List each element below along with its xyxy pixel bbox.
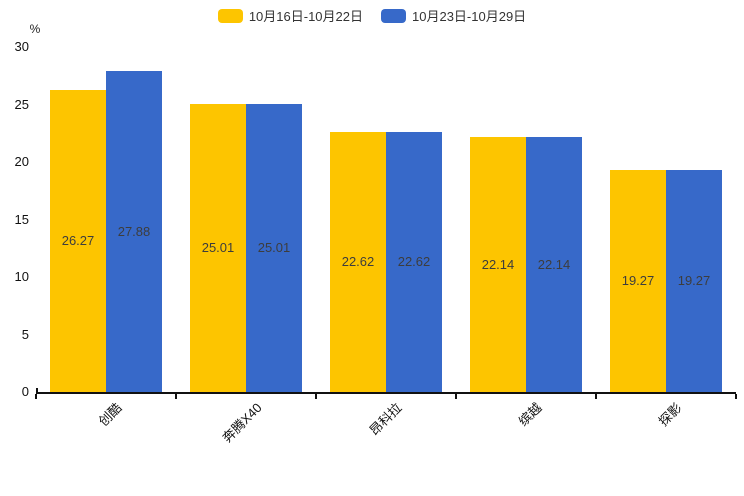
y-tick-label: 20	[14, 154, 29, 169]
x-axis-tick	[595, 394, 597, 399]
bar	[470, 137, 526, 392]
legend-swatch-week1-icon	[217, 8, 243, 23]
bar-value-label: 22.14	[481, 256, 515, 272]
bar-value-label: 25.01	[201, 240, 235, 256]
bar-value-label: 22.62	[341, 253, 375, 269]
x-category-label: 创酷	[95, 400, 125, 430]
legend-item-week2[interactable]: 10月23日-10月29日	[381, 6, 526, 25]
bar-value-label: 22.14	[537, 256, 571, 272]
x-axis-tick	[315, 394, 317, 399]
y-tick-label: 5	[21, 326, 29, 342]
bar	[330, 131, 386, 392]
bar	[386, 131, 442, 392]
y-tick-label: 15	[14, 211, 29, 227]
x-category-label: 昂科拉	[366, 400, 405, 439]
y-tick-label: 10	[14, 269, 29, 284]
chart-legend: 10月16日-10月22日 10月23日-10月29日	[0, 6, 744, 25]
bar	[50, 89, 106, 392]
x-category-label: 缤越	[515, 400, 545, 430]
legend-item-week1[interactable]: 10月16日-10月22日	[217, 6, 363, 25]
x-axis-tick	[455, 394, 457, 399]
bar	[190, 104, 246, 392]
bar-value-label: 22.62	[397, 253, 431, 269]
x-category-label: 探影	[655, 400, 685, 430]
x-axis-tick	[175, 394, 177, 399]
bar	[246, 104, 302, 392]
legend-label-week2: 10月23日-10月29日	[412, 9, 527, 24]
bar	[610, 170, 666, 392]
bar-value-label: 25.01	[257, 240, 291, 256]
bar-value-label: 27.88	[117, 223, 151, 239]
legend-label-week1: 10月16日-10月22日	[248, 9, 363, 24]
legend-swatch-week2-icon	[381, 8, 406, 23]
bar	[106, 71, 162, 392]
y-tick-label: 25	[14, 96, 29, 112]
x-axis-tick	[36, 388, 38, 392]
x-axis-line	[36, 392, 736, 394]
bar	[526, 137, 582, 392]
bar-value-label: 19.27	[621, 273, 655, 289]
y-axis-unit-label: %	[29, 22, 41, 36]
bar-value-label: 19.27	[677, 273, 711, 289]
bar	[666, 170, 722, 392]
x-axis-tick	[735, 394, 737, 399]
bar-value-label: 26.27	[61, 232, 95, 248]
x-axis-tick	[35, 394, 37, 399]
x-category-label: 奔腾X40	[219, 400, 265, 446]
y-tick-label: 0	[21, 384, 29, 399]
y-tick-label: 30	[14, 39, 29, 54]
